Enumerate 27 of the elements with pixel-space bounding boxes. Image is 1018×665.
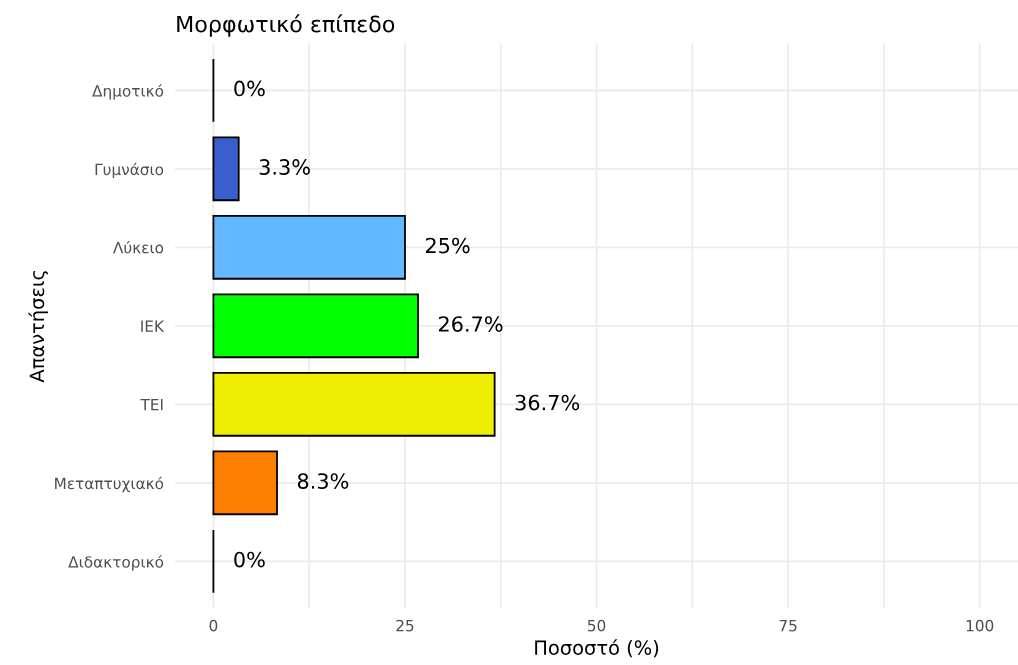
y-tick-label: Διδακτορικό xyxy=(68,555,164,571)
y-tick-label: ΤΕΙ xyxy=(140,399,163,411)
data-label: 0% xyxy=(234,551,265,568)
bar xyxy=(212,215,406,280)
x-tick-label: 0 xyxy=(209,619,218,632)
data-label: 25% xyxy=(425,237,470,254)
bar xyxy=(212,293,419,359)
bar xyxy=(212,450,278,516)
y-tick-label: ΙΕΚ xyxy=(141,320,165,332)
y-tick-label: Μεταπτυχιακό xyxy=(55,476,164,493)
x-tick-label: 100 xyxy=(966,619,994,632)
bar xyxy=(212,372,496,437)
bar xyxy=(212,136,240,202)
data-label: 8.3% xyxy=(297,473,349,489)
data-label: 3.3% xyxy=(259,159,310,175)
x-tick-label: 75 xyxy=(779,620,797,632)
data-label: 0% xyxy=(234,80,265,97)
x-axis-title: Ποσοστό (%) xyxy=(535,639,659,658)
data-label: 36.7% xyxy=(515,394,580,411)
chart-title: Μορφωτικό επίπεδο xyxy=(177,14,395,37)
y-tick-label: Γυμνάσιο xyxy=(95,162,164,179)
data-label: 26.7% xyxy=(438,316,503,332)
y-tick-label: Δημοτικό xyxy=(92,84,164,100)
x-tick-label: 25 xyxy=(396,619,414,632)
y-tick-label: Λύκειο xyxy=(113,240,164,254)
x-tick-label: 50 xyxy=(588,619,606,632)
y-axis-title: Απαντήσεις xyxy=(28,271,49,383)
